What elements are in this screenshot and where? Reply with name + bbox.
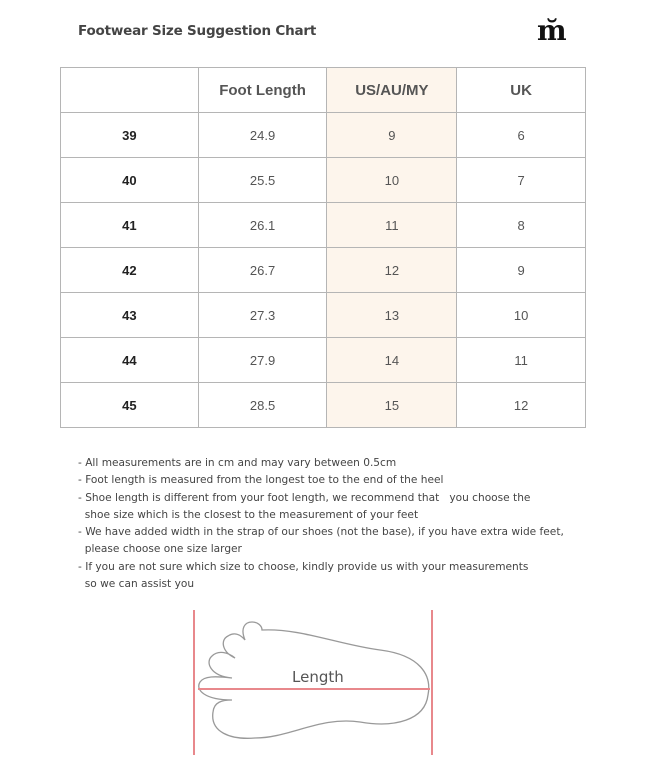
cell-eu-size: 43 (60, 292, 199, 338)
cell-us-size: 13 (326, 292, 458, 338)
table-row: 44 27.9 14 11 (60, 337, 586, 383)
header-us-au-my: US/AU/MY (326, 67, 458, 113)
cell-uk-size: 8 (456, 202, 586, 248)
note-line: - Shoe length is different from your foo… (78, 491, 531, 504)
foot-outline (198, 621, 430, 739)
cell-us-size: 15 (326, 382, 458, 428)
cell-foot-length: 24.9 (197, 112, 328, 158)
table-row: 43 27.3 13 10 (60, 292, 586, 338)
header-uk: UK (456, 67, 586, 113)
cell-us-size: 14 (326, 337, 458, 383)
note-line: - All measurements are in cm and may var… (78, 457, 397, 469)
notes: - All measurements are in cm and may var… (78, 455, 564, 593)
cell-us-size: 9 (326, 112, 458, 158)
table-row: 42 26.7 12 9 (60, 247, 586, 293)
header-eu (60, 67, 199, 113)
page-title: Footwear Size Suggestion Chart (78, 23, 317, 39)
cell-foot-length: 25.5 (197, 157, 328, 203)
cell-foot-length: 28.5 (197, 382, 328, 428)
table-header-row: Foot Length US/AU/MY UK (60, 67, 586, 113)
cell-uk-size: 9 (456, 247, 586, 293)
size-table: Foot Length US/AU/MY UK 39 24.9 9 6 40 25.5 10… (60, 67, 586, 428)
cell-eu-size: 44 (60, 337, 199, 383)
note-line: - If you are not sure which size to choo… (78, 560, 529, 573)
length-label: Length (292, 668, 344, 686)
cell-us-size: 11 (326, 202, 458, 248)
table-row: 41 26.1 11 8 (60, 202, 586, 248)
cell-foot-length: 27.3 (197, 292, 328, 338)
cell-uk-size: 12 (456, 382, 586, 428)
note-line: - We have added width in the strap of ou… (78, 526, 564, 539)
table-row: 39 24.9 9 6 (60, 112, 586, 158)
note-line: so we can assist you (78, 578, 195, 591)
note-line: - Foot length is measured from the longe… (78, 474, 444, 487)
table-row: 45 28.5 15 12 (60, 382, 586, 428)
brand-logo: m̆ (537, 14, 567, 47)
cell-foot-length: 27.9 (197, 337, 328, 383)
cell-eu-size: 45 (60, 382, 199, 428)
cell-uk-size: 10 (456, 292, 586, 338)
note-line: shoe size which is the closest to the me… (78, 508, 419, 521)
cell-foot-length: 26.1 (197, 202, 328, 248)
note-line: please choose one size larger (78, 543, 242, 556)
